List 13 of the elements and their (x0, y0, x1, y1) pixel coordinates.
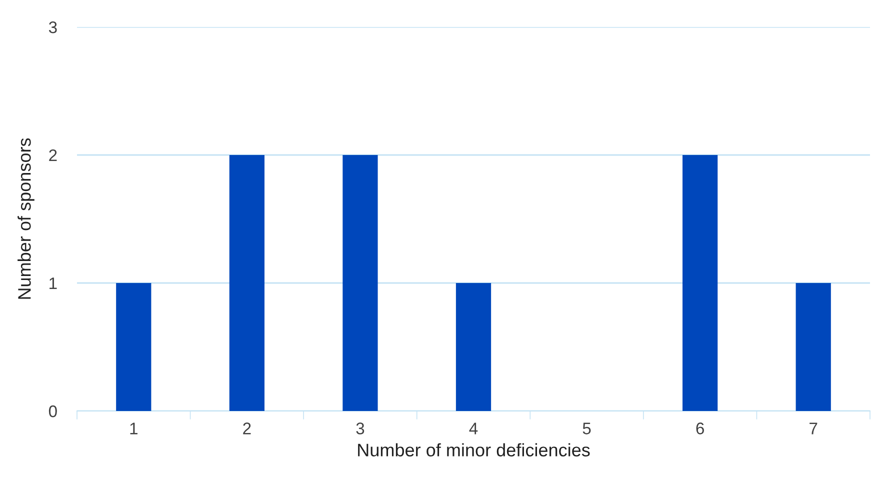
x-axis-title: Number of minor deficiencies (358, 443, 590, 456)
x-tick-label: 1 (130, 422, 138, 434)
x-tick-label: 7 (810, 422, 818, 434)
y-tick-label: 0 (48, 405, 57, 418)
x-tick-label: 6 (696, 422, 704, 434)
x-tick-label: 5 (582, 422, 591, 434)
y-axis-title: Number of sponsors (18, 138, 34, 299)
x-tick-label: 3 (356, 422, 364, 434)
y-tick-label: 3 (48, 21, 57, 34)
y-tick-label: 1 (50, 278, 57, 290)
x-tick-label: 2 (243, 422, 251, 434)
x-tick-label: 4 (469, 422, 478, 434)
y-tick-label: 2 (49, 149, 57, 162)
